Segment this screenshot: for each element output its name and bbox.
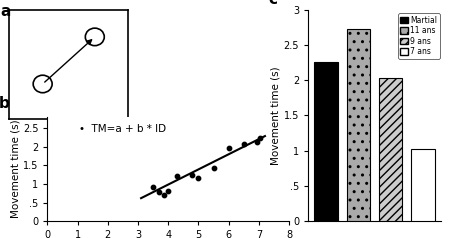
Legend: Martial, 11 ans, 9 ans, 7 ans: Martial, 11 ans, 9 ans, 7 ans	[398, 13, 440, 59]
Point	[155, 190, 163, 194]
Bar	[411, 149, 435, 221]
Text: a: a	[0, 4, 10, 19]
Point	[240, 142, 247, 145]
Point	[254, 140, 261, 144]
Bar	[379, 78, 402, 221]
Point	[160, 193, 167, 197]
Point	[210, 166, 218, 170]
Bar	[346, 29, 370, 221]
Y-axis label: Movement time (s): Movement time (s)	[10, 120, 20, 218]
Text: c: c	[268, 0, 277, 7]
Point	[256, 136, 264, 140]
Bar	[314, 63, 337, 221]
Point	[149, 185, 157, 188]
Point	[189, 173, 196, 177]
Text: b: b	[0, 96, 10, 111]
Y-axis label: Movement time (s): Movement time (s)	[271, 66, 281, 165]
Point	[173, 174, 181, 178]
Text: •  TM=a + b * ID: • TM=a + b * ID	[79, 124, 166, 134]
Point	[195, 176, 202, 179]
Point	[164, 189, 172, 193]
Point	[225, 147, 232, 150]
